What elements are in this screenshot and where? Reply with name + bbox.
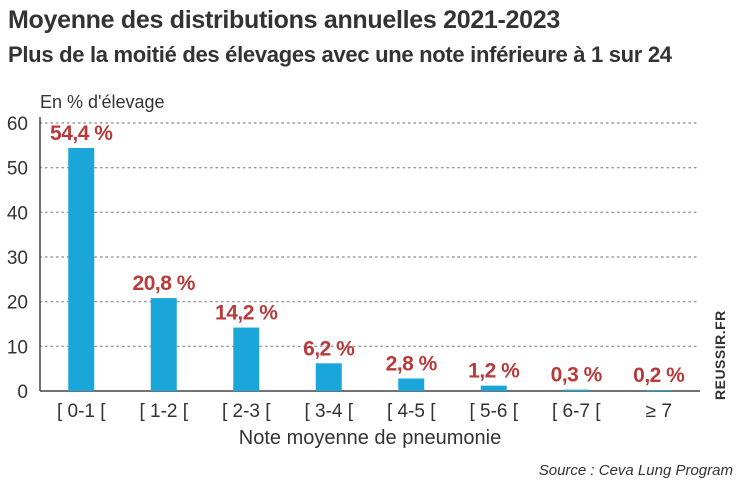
x-tick-label: [ 1-2 [	[139, 401, 188, 422]
y-tick-label: 60	[7, 114, 28, 135]
bar	[68, 148, 95, 391]
source-note: Source : Ceva Lung Program	[538, 462, 733, 479]
chart-subtitle: Plus de la moitié des élevages avec une …	[8, 42, 672, 67]
bar-value-label: 0,3 %	[551, 364, 603, 387]
y-tick-label: 40	[7, 203, 28, 224]
y-tick-label: 20	[7, 293, 28, 314]
x-tick-label: [ 2-3 [	[222, 401, 271, 422]
x-tick-label: [ 0-1 [	[57, 401, 106, 422]
bar	[480, 385, 507, 391]
x-tick-label: [ 6-7 [	[552, 401, 601, 422]
chart-title: Moyenne des distributions annuelles 2021…	[8, 6, 560, 34]
brand-watermark: REUSSIR.FR	[712, 310, 728, 400]
x-tick-label: [ 3-4 [	[304, 401, 353, 422]
x-tick-label: [ 4-5 [	[387, 401, 436, 422]
bar	[233, 327, 260, 391]
bar-value-label: 54,4 %	[50, 122, 113, 145]
y-tick-label: 0	[17, 382, 28, 403]
bar-value-label: 0,2 %	[633, 364, 685, 387]
y-tick-label: 10	[7, 337, 28, 358]
bar-value-label: 14,2 %	[215, 302, 278, 325]
bar-value-label: 2,8 %	[386, 352, 438, 375]
y-tick-label: 50	[7, 159, 28, 180]
bar-value-label: 1,2 %	[468, 360, 520, 383]
bar	[150, 298, 177, 391]
y-axis-label: En % d'élevage	[40, 92, 165, 112]
bar-value-label: 6,2 %	[303, 337, 355, 360]
y-tick-label: 30	[7, 248, 28, 269]
bar	[315, 363, 342, 391]
bar-value-label: 20,8 %	[133, 272, 196, 295]
bar	[563, 389, 590, 391]
x-axis-label: Note moyenne de pneumonie	[239, 427, 501, 449]
bar	[398, 378, 425, 391]
x-tick-label: ≥ 7	[646, 401, 672, 422]
bar	[645, 390, 672, 391]
x-tick-label: [ 5-6 [	[469, 401, 518, 422]
